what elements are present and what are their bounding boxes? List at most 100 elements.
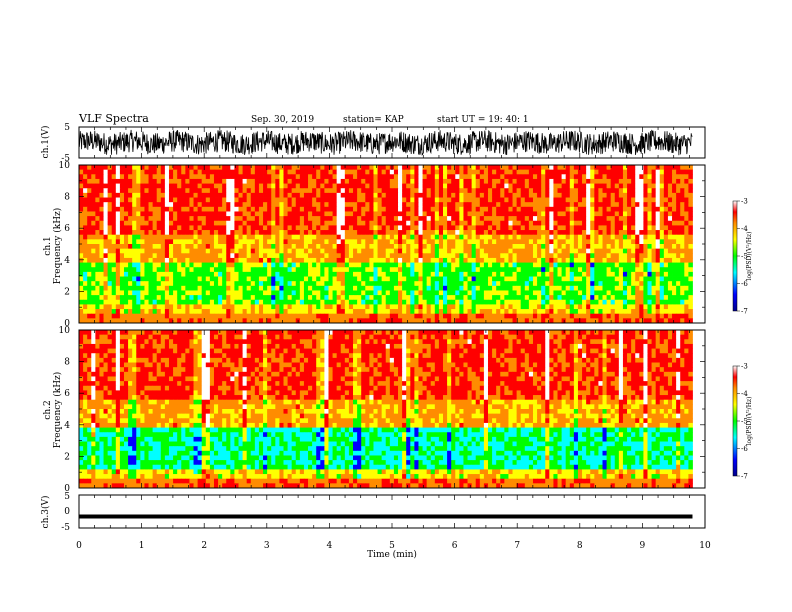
spectrogram-cell xyxy=(537,304,542,310)
spectrogram-cell xyxy=(177,271,182,277)
spectrogram-cell xyxy=(361,248,366,254)
spectrogram-cell xyxy=(95,174,100,180)
spectrogram-cell xyxy=(79,192,84,198)
spectrogram-cell xyxy=(471,253,477,259)
spectrogram-cell xyxy=(377,188,383,194)
spectrogram-cell xyxy=(651,290,657,296)
spectrogram-cell xyxy=(218,169,223,175)
spectrogram-cell xyxy=(659,165,665,171)
spectrogram-cell xyxy=(496,192,501,198)
spectrogram-cell xyxy=(561,192,567,198)
spectrogram-cell xyxy=(328,281,333,287)
spectrogram-cell xyxy=(582,239,587,245)
spectrogram-cell xyxy=(344,244,350,250)
spectrogram-cell xyxy=(344,313,350,319)
spectrogram-cell xyxy=(622,281,628,287)
spectrogram-cell xyxy=(111,188,117,194)
spectrogram-cell xyxy=(618,253,624,259)
spectrogram-cell xyxy=(553,197,558,203)
spectrogram-cell xyxy=(152,304,158,310)
spectrogram-cell xyxy=(590,309,595,315)
spectrogram-cell xyxy=(308,206,313,212)
spectrogram-cell xyxy=(672,188,677,194)
spectrogram-cell xyxy=(639,197,644,203)
spectrogram-cell xyxy=(279,313,284,319)
spectrogram-cell xyxy=(381,192,387,198)
spectrogram-cell xyxy=(418,211,423,217)
spectrogram-cell xyxy=(246,262,252,268)
spectrogram-cell xyxy=(618,244,624,250)
spectrogram-cell xyxy=(291,234,297,240)
spectrogram-cell xyxy=(557,262,562,268)
spectrogram-cell xyxy=(545,202,550,208)
spectrogram-cell xyxy=(610,295,616,301)
spectrogram-cell xyxy=(361,285,366,291)
spectrogram-cell xyxy=(303,257,309,263)
spectrogram-cell xyxy=(614,285,620,291)
spectrogram-cell xyxy=(520,178,526,184)
spectrogram-cell xyxy=(471,239,477,245)
spectrogram-cell xyxy=(99,202,104,208)
spectrogram-cell xyxy=(639,178,644,184)
spectrogram-cell xyxy=(553,299,558,305)
spectrogram-cell xyxy=(418,313,423,319)
spectrogram-cell xyxy=(528,267,534,273)
spectrogram-cell xyxy=(365,174,370,180)
spectrogram-cell xyxy=(622,262,628,268)
spectrogram-cell xyxy=(410,220,415,226)
spectrogram-cell xyxy=(340,248,346,254)
spectrogram-cell xyxy=(606,174,612,180)
spectrogram-cell xyxy=(336,313,342,319)
spectrogram-cell xyxy=(185,309,190,315)
spectrogram-cell xyxy=(213,230,219,236)
spectrogram-cell xyxy=(295,271,301,277)
spectrogram-cell xyxy=(508,299,513,305)
spectrogram-cell xyxy=(140,169,145,175)
spectrogram-cell xyxy=(545,276,550,282)
spectrogram-cell xyxy=(316,230,321,236)
spectrogram-cell xyxy=(618,309,624,315)
spectrogram-cell xyxy=(483,188,489,194)
spectrogram-cell xyxy=(463,216,468,222)
spectrogram-cell xyxy=(524,276,530,282)
spectrogram-cell xyxy=(393,188,399,194)
spectrogram-cell xyxy=(594,304,599,310)
spectrogram-cell xyxy=(577,183,583,189)
spectrogram-cell xyxy=(152,299,158,305)
spectrogram-cell xyxy=(267,299,272,305)
spectrogram-cell xyxy=(111,257,117,263)
spectrogram-cell xyxy=(516,234,522,240)
spectrogram-cell xyxy=(438,271,444,277)
spectrogram-cell xyxy=(226,230,231,236)
spectrogram-cell xyxy=(635,290,640,296)
spectrogram-cell xyxy=(479,304,485,310)
spectrogram-cell xyxy=(377,211,383,217)
spectrogram-cell xyxy=(447,244,452,250)
spectrogram-cell xyxy=(160,234,166,240)
spectrogram-cell xyxy=(185,165,190,171)
spectrogram-cell xyxy=(606,188,612,194)
spectrogram-cell xyxy=(492,267,497,273)
spectrogram-cell xyxy=(586,225,591,231)
spectrogram-cell xyxy=(467,225,473,231)
spectrogram-cell xyxy=(119,299,125,305)
spectrogram-cell xyxy=(557,206,562,212)
spectrogram-cell xyxy=(504,174,509,180)
spectrogram-cell xyxy=(238,169,243,175)
spectrogram-cell xyxy=(393,220,399,226)
spectrogram-cell xyxy=(406,309,411,315)
spectrogram-cell xyxy=(496,202,501,208)
spectrogram-cell xyxy=(561,216,567,222)
spectrogram-cell xyxy=(557,295,562,301)
spectrogram-cell xyxy=(332,285,338,291)
spectrogram-cell xyxy=(487,244,493,250)
spectrogram-cell xyxy=(610,169,616,175)
spectrogram-cell xyxy=(377,230,383,236)
spectrogram-cell xyxy=(451,309,456,315)
spectrogram-cell xyxy=(430,188,436,194)
spectrogram-cell xyxy=(91,299,96,305)
spectrogram-cell xyxy=(95,281,100,287)
spectrogram-cell xyxy=(312,271,317,277)
spectrogram-cell xyxy=(279,178,284,184)
spectrogram-cell xyxy=(430,216,436,222)
